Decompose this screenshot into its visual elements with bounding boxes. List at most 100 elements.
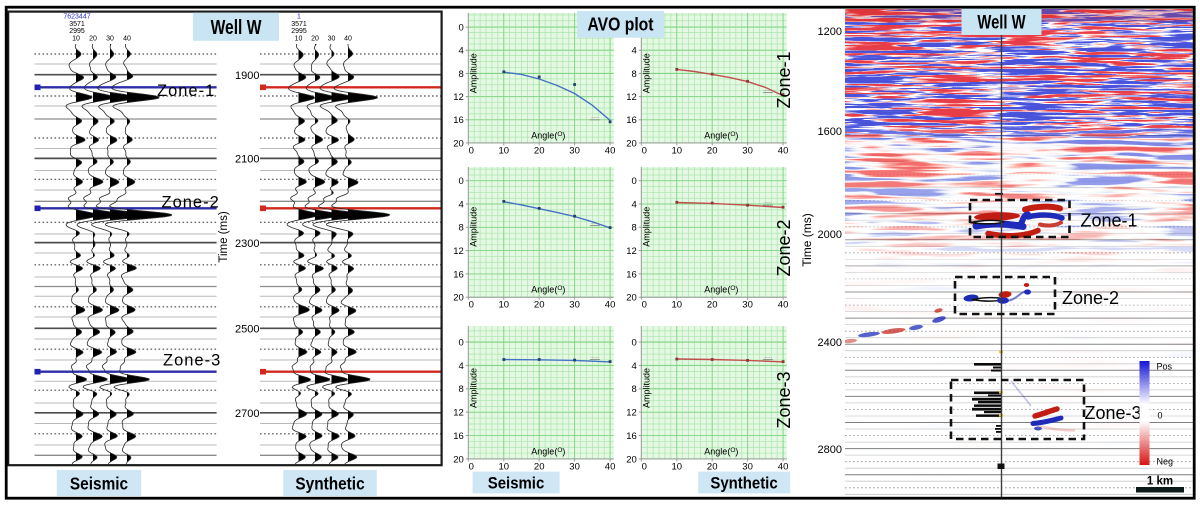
svg-text:30: 30	[328, 35, 336, 42]
svg-text:4: 4	[459, 46, 464, 57]
svg-text:12: 12	[453, 246, 464, 257]
svg-text:20: 20	[707, 461, 718, 472]
svg-text:12: 12	[626, 246, 637, 257]
svg-text:40: 40	[778, 145, 789, 156]
svg-text:40: 40	[123, 35, 131, 42]
svg-text:Angle(O): Angle(O)	[531, 285, 565, 295]
svg-text:20: 20	[453, 454, 464, 465]
svg-text:2500: 2500	[235, 324, 259, 336]
svg-text:1200: 1200	[818, 26, 842, 38]
svg-text:40: 40	[605, 145, 616, 156]
svg-text:Seismic: Seismic	[488, 475, 545, 493]
svg-text:——: ——	[591, 354, 599, 359]
svg-text:40: 40	[778, 461, 789, 472]
svg-text:0: 0	[632, 337, 637, 348]
svg-text:Angle(O): Angle(O)	[531, 130, 565, 140]
svg-text:Well W: Well W	[977, 12, 1026, 33]
svg-text:0: 0	[459, 176, 464, 187]
svg-text:4: 4	[632, 46, 637, 57]
svg-text:1600: 1600	[818, 126, 842, 138]
svg-text:20: 20	[534, 300, 545, 311]
svg-text:Zone-2: Zone-2	[1062, 288, 1119, 308]
svg-text:Amplitude: Amplitude	[468, 53, 478, 93]
svg-text:4: 4	[632, 361, 637, 372]
svg-text:4: 4	[632, 199, 637, 210]
svg-text:0: 0	[1158, 411, 1163, 421]
svg-text:8: 8	[459, 223, 464, 234]
svg-text:4: 4	[459, 199, 464, 210]
svg-text:Zone-2: Zone-2	[774, 219, 794, 276]
svg-text:40: 40	[605, 300, 616, 311]
svg-text:20: 20	[311, 35, 319, 42]
svg-text:2700: 2700	[235, 408, 259, 420]
svg-text:20: 20	[453, 138, 464, 149]
svg-text:8: 8	[459, 69, 464, 80]
svg-text:8: 8	[632, 69, 637, 80]
svg-text:16: 16	[453, 269, 464, 280]
svg-text:2995: 2995	[291, 28, 307, 35]
svg-text:Zone-1: Zone-1	[157, 82, 215, 100]
svg-text:0: 0	[632, 176, 637, 187]
svg-text:20: 20	[626, 293, 637, 304]
svg-text:0: 0	[459, 337, 464, 348]
svg-text:Angle(O): Angle(O)	[704, 285, 738, 295]
svg-text:——: ——	[764, 354, 772, 359]
svg-text:30: 30	[569, 300, 580, 311]
svg-text:Zone-1: Zone-1	[774, 51, 794, 108]
svg-text:12: 12	[453, 408, 464, 419]
svg-text:1900: 1900	[235, 70, 259, 82]
svg-text:40: 40	[778, 300, 789, 311]
svg-text:30: 30	[569, 145, 580, 156]
svg-text:Zone-3: Zone-3	[163, 352, 221, 370]
svg-text:2995: 2995	[69, 28, 85, 35]
svg-text:0: 0	[459, 23, 464, 34]
svg-text:Zone-1: Zone-1	[1081, 211, 1138, 231]
svg-text:——: ——	[591, 114, 599, 119]
svg-text:8: 8	[632, 384, 637, 395]
svg-text:Angle(O): Angle(O)	[531, 446, 565, 456]
svg-text:30: 30	[106, 35, 114, 42]
svg-text:8: 8	[459, 384, 464, 395]
svg-text:Angle(O): Angle(O)	[704, 130, 738, 140]
svg-text:2800: 2800	[818, 444, 842, 456]
svg-text:Synthetic: Synthetic	[710, 475, 777, 493]
svg-text:10: 10	[295, 35, 303, 42]
svg-text:Zone-3: Zone-3	[1085, 403, 1142, 423]
svg-text:30: 30	[742, 145, 753, 156]
svg-text:Time (ms): Time (ms)	[218, 211, 230, 262]
svg-text:20: 20	[626, 454, 637, 465]
svg-text:Amplitude: Amplitude	[641, 53, 651, 93]
svg-text:12: 12	[626, 408, 637, 419]
svg-text:30: 30	[742, 300, 753, 311]
svg-text:40: 40	[605, 461, 616, 472]
svg-text:Neg: Neg	[1157, 457, 1174, 467]
svg-text:10: 10	[672, 461, 683, 472]
svg-text:Amplitude: Amplitude	[468, 207, 478, 247]
svg-text:Amplitude: Amplitude	[468, 368, 478, 408]
svg-text:10: 10	[499, 300, 510, 311]
svg-text:Seismic: Seismic	[70, 475, 128, 494]
svg-text:2000: 2000	[818, 229, 842, 241]
svg-text:0: 0	[469, 300, 474, 311]
svg-text:30: 30	[569, 461, 580, 472]
svg-text:10: 10	[672, 145, 683, 156]
svg-text:2100: 2100	[235, 154, 259, 166]
svg-text:20: 20	[534, 461, 545, 472]
svg-text:——: ——	[764, 87, 772, 92]
svg-text:10: 10	[672, 300, 683, 311]
svg-text:8: 8	[632, 223, 637, 234]
svg-text:20: 20	[453, 293, 464, 304]
svg-text:Time (ms): Time (ms)	[800, 213, 814, 267]
svg-text:10: 10	[72, 35, 80, 42]
svg-text:3571: 3571	[69, 21, 85, 28]
svg-text:16: 16	[453, 115, 464, 126]
svg-text:16: 16	[626, 115, 637, 126]
svg-text:16: 16	[453, 431, 464, 442]
svg-text:10: 10	[499, 461, 510, 472]
svg-text:0: 0	[642, 300, 647, 311]
svg-text:30: 30	[742, 461, 753, 472]
svg-text:1 km: 1 km	[1147, 476, 1173, 488]
svg-text:Amplitude: Amplitude	[641, 207, 651, 247]
svg-text:3571: 3571	[291, 21, 307, 28]
svg-text:1: 1	[297, 14, 301, 21]
